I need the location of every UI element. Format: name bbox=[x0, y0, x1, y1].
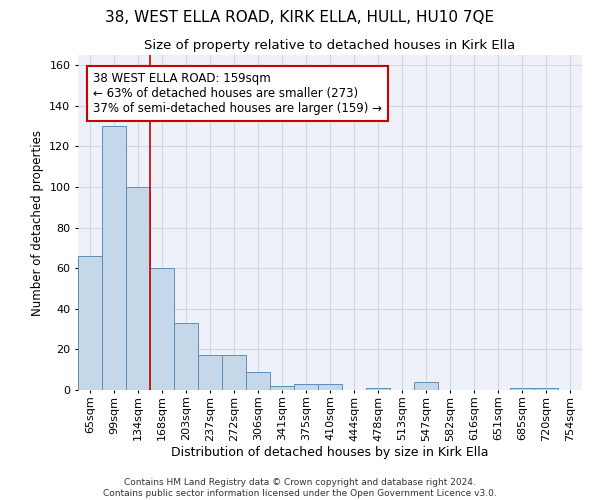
Bar bbox=[222, 356, 246, 390]
Y-axis label: Number of detached properties: Number of detached properties bbox=[31, 130, 44, 316]
Text: 38 WEST ELLA ROAD: 159sqm
← 63% of detached houses are smaller (273)
37% of semi: 38 WEST ELLA ROAD: 159sqm ← 63% of detac… bbox=[93, 72, 382, 115]
Text: 38, WEST ELLA ROAD, KIRK ELLA, HULL, HU10 7QE: 38, WEST ELLA ROAD, KIRK ELLA, HULL, HU1… bbox=[106, 10, 494, 25]
Title: Size of property relative to detached houses in Kirk Ella: Size of property relative to detached ho… bbox=[145, 40, 515, 52]
Bar bbox=[78, 256, 102, 390]
Bar bbox=[150, 268, 174, 390]
Bar bbox=[174, 323, 198, 390]
Bar bbox=[366, 388, 390, 390]
Bar bbox=[318, 384, 342, 390]
X-axis label: Distribution of detached houses by size in Kirk Ella: Distribution of detached houses by size … bbox=[171, 446, 489, 459]
Bar bbox=[510, 388, 534, 390]
Bar bbox=[270, 386, 294, 390]
Bar bbox=[102, 126, 126, 390]
Bar bbox=[246, 372, 270, 390]
Bar bbox=[294, 384, 318, 390]
Bar bbox=[414, 382, 438, 390]
Bar bbox=[534, 388, 558, 390]
Bar bbox=[126, 187, 150, 390]
Text: Contains HM Land Registry data © Crown copyright and database right 2024.
Contai: Contains HM Land Registry data © Crown c… bbox=[103, 478, 497, 498]
Bar bbox=[198, 356, 222, 390]
